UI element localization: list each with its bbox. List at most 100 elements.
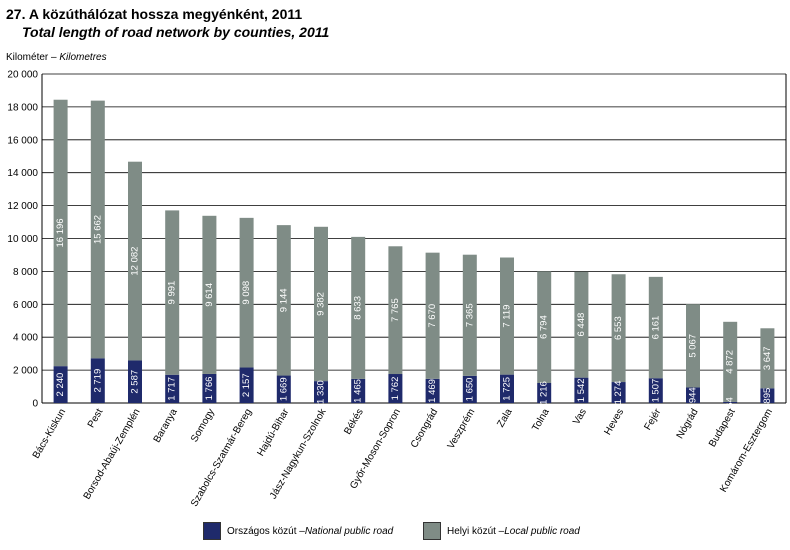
bar-local xyxy=(351,236,366,379)
data-label-national: 1 766 xyxy=(204,377,215,401)
x-tick-label: Fejér xyxy=(642,406,663,432)
bar-national xyxy=(239,367,254,403)
bar-national xyxy=(276,375,291,403)
bar-national xyxy=(53,366,68,403)
bar-local xyxy=(276,225,291,376)
y-tick-label: 6 000 xyxy=(13,300,38,311)
bar-national xyxy=(686,387,700,403)
bar-local xyxy=(202,215,217,374)
bar-national xyxy=(574,377,589,403)
data-label-national: 64 xyxy=(725,397,736,408)
chart-title: 27. A közúthálózat hossza megyénként, 20… xyxy=(6,6,303,22)
x-tick-label: Budapest xyxy=(707,407,738,449)
data-label-national: 1 669 xyxy=(278,377,289,401)
unit-label-en: Kilometres xyxy=(59,52,107,63)
data-label-local: 12 082 xyxy=(130,247,141,276)
y-tick-label: 2 000 xyxy=(13,366,38,377)
x-tick-label: Nógrád xyxy=(675,407,701,441)
legend-label-local-hu: Helyi közút – xyxy=(447,525,505,537)
data-label-local: 9 382 xyxy=(316,292,327,316)
bar-local xyxy=(53,99,68,367)
bar-national xyxy=(351,378,366,403)
data-label-local: 7 765 xyxy=(390,298,401,322)
x-tick-label: Hajdú-Bihar xyxy=(255,406,291,458)
bar-local xyxy=(500,257,514,375)
x-tick-label: Bács-Kiskun xyxy=(31,407,68,461)
data-label-national: 944 xyxy=(688,387,699,403)
bar-local xyxy=(314,226,328,382)
data-label-national: 1 650 xyxy=(464,378,475,402)
data-label-local: 3 647 xyxy=(762,346,773,370)
data-label-national: 1 465 xyxy=(353,379,364,403)
data-label-local: 4 872 xyxy=(725,350,736,374)
chart-subtitle: Total length of road network by counties… xyxy=(22,24,330,40)
x-tick-label: Zala xyxy=(495,407,514,430)
legend: Országos közút – National public road He… xyxy=(0,520,790,542)
y-tick-label: 0 xyxy=(32,399,38,410)
bar-national xyxy=(723,401,738,403)
bar-national xyxy=(760,388,775,403)
bar-national xyxy=(648,378,663,403)
y-tick-label: 16 000 xyxy=(7,135,38,146)
data-label-national: 2 587 xyxy=(130,370,141,394)
data-label-national: 1 469 xyxy=(427,379,438,403)
x-tick-label: Pest xyxy=(86,407,106,430)
stacked-bar-chart: 0 2 000 4 000 6 000 8 000 10 000 12 000 14 000 1… xyxy=(7,70,787,509)
data-label-national: 1 717 xyxy=(167,377,178,401)
data-label-local: 9 991 xyxy=(167,281,178,305)
x-tick-label: Békés xyxy=(342,407,365,437)
data-label-national: 1 330 xyxy=(316,380,327,404)
data-label-local: 16 196 xyxy=(55,218,66,247)
legend-label-local-en: Local public road xyxy=(504,525,580,537)
legend-swatch-national xyxy=(203,522,221,540)
bar-local xyxy=(425,252,440,379)
x-tick-label: Vas xyxy=(571,407,589,427)
bar-local xyxy=(239,217,254,368)
data-label-national: 1 507 xyxy=(650,379,661,403)
bar-national xyxy=(425,378,440,403)
bar-local xyxy=(686,304,700,388)
x-tick-label: Veszprém xyxy=(446,407,478,451)
bar-national xyxy=(500,374,514,403)
unit-label-hu: Kilométer – xyxy=(6,52,60,63)
bar-national xyxy=(128,360,142,403)
bar-local xyxy=(90,100,105,359)
bar-local xyxy=(388,246,403,375)
data-label-national: 895 xyxy=(762,388,773,404)
y-tick-label: 14 000 xyxy=(7,168,38,179)
bar-local xyxy=(128,161,142,361)
data-label-local: 9 614 xyxy=(204,283,215,307)
y-tick-label: 18 000 xyxy=(7,102,38,113)
bar-local xyxy=(760,328,775,389)
x-tick-label: Tolna xyxy=(530,407,552,434)
x-tick-label: Csongrád xyxy=(409,407,440,450)
data-label-local: 15 662 xyxy=(92,215,103,244)
data-label-national: 2 157 xyxy=(241,373,252,397)
bar-national xyxy=(202,373,217,403)
bar-national xyxy=(388,374,403,403)
data-label-local: 6 448 xyxy=(576,313,587,337)
data-label-local: 6 553 xyxy=(613,316,624,340)
y-tick-label: 12 000 xyxy=(7,201,38,212)
data-label-national: 1 725 xyxy=(502,377,513,401)
bar-local xyxy=(574,271,589,378)
y-tick-label: 20 000 xyxy=(7,70,38,81)
legend-label-national-en: National public road xyxy=(304,525,394,537)
x-tick-label: Heves xyxy=(602,407,626,437)
y-tick-label: 4 000 xyxy=(13,333,38,344)
bar-national xyxy=(165,374,180,403)
data-label-national: 1 274 xyxy=(613,381,624,405)
bar-national xyxy=(462,375,477,403)
bar-national xyxy=(314,381,328,403)
data-label-national: 1 216 xyxy=(539,381,550,405)
data-label-local: 9 144 xyxy=(278,288,289,312)
data-label-local: 7 119 xyxy=(502,305,513,328)
bar-national xyxy=(611,382,626,403)
legend-item-local: Helyi közút – Local public road xyxy=(423,522,580,540)
x-tick-label: Somogy xyxy=(189,407,217,444)
data-label-local: 5 067 xyxy=(688,334,699,358)
bar-local xyxy=(165,210,180,375)
bar-local xyxy=(648,276,663,379)
bar-national xyxy=(90,358,105,403)
data-label-national: 1 762 xyxy=(390,377,401,401)
